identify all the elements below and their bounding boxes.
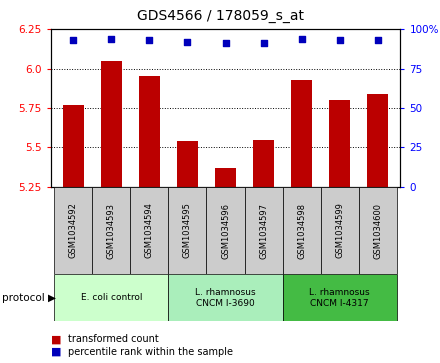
Point bbox=[146, 37, 153, 43]
Bar bbox=[206, 187, 245, 274]
Text: GSM1034599: GSM1034599 bbox=[335, 203, 344, 258]
Point bbox=[336, 37, 343, 43]
Text: GSM1034597: GSM1034597 bbox=[259, 203, 268, 258]
Point bbox=[374, 37, 381, 43]
Bar bbox=[92, 187, 130, 274]
Bar bbox=[291, 79, 312, 187]
Text: ■: ■ bbox=[51, 347, 61, 357]
Bar bbox=[245, 187, 282, 274]
Text: GSM1034596: GSM1034596 bbox=[221, 203, 230, 258]
Point bbox=[184, 39, 191, 45]
Bar bbox=[253, 139, 274, 187]
Bar bbox=[55, 274, 169, 321]
Bar bbox=[329, 100, 350, 187]
Bar bbox=[169, 187, 206, 274]
Point bbox=[222, 40, 229, 46]
Bar bbox=[282, 187, 321, 274]
Point bbox=[298, 36, 305, 41]
Bar bbox=[282, 274, 396, 321]
Text: L. rhamnosus
CNCM I-4317: L. rhamnosus CNCM I-4317 bbox=[309, 287, 370, 308]
Text: percentile rank within the sample: percentile rank within the sample bbox=[68, 347, 233, 357]
Text: protocol ▶: protocol ▶ bbox=[2, 293, 56, 303]
Bar bbox=[367, 94, 388, 187]
Bar bbox=[139, 76, 160, 187]
Text: GSM1034600: GSM1034600 bbox=[373, 203, 382, 258]
Bar bbox=[63, 105, 84, 187]
Text: ■: ■ bbox=[51, 334, 61, 344]
Text: GSM1034593: GSM1034593 bbox=[107, 203, 116, 258]
Point bbox=[70, 37, 77, 43]
Bar bbox=[55, 187, 92, 274]
Point bbox=[108, 36, 115, 41]
Text: E. coli control: E. coli control bbox=[81, 293, 142, 302]
Bar bbox=[130, 187, 169, 274]
Text: L. rhamnosus
CNCM I-3690: L. rhamnosus CNCM I-3690 bbox=[195, 287, 256, 308]
Text: GDS4566 / 178059_s_at: GDS4566 / 178059_s_at bbox=[136, 9, 304, 23]
Bar bbox=[359, 187, 396, 274]
Point bbox=[260, 40, 267, 46]
Text: GSM1034594: GSM1034594 bbox=[145, 203, 154, 258]
Text: GSM1034595: GSM1034595 bbox=[183, 203, 192, 258]
Text: transformed count: transformed count bbox=[68, 334, 159, 344]
Text: GSM1034592: GSM1034592 bbox=[69, 203, 78, 258]
Text: GSM1034598: GSM1034598 bbox=[297, 203, 306, 258]
Bar bbox=[215, 168, 236, 187]
Bar bbox=[177, 141, 198, 187]
Bar bbox=[101, 61, 122, 187]
Bar bbox=[321, 187, 359, 274]
Bar bbox=[169, 274, 282, 321]
